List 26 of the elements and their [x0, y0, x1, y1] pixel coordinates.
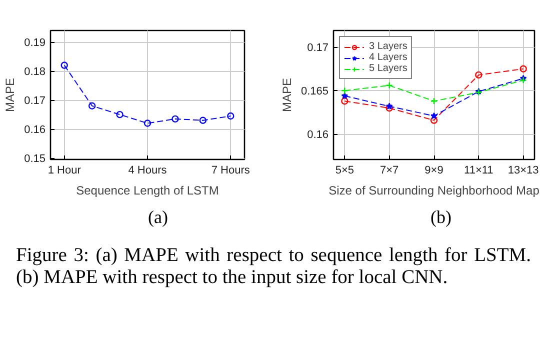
x-tick-label: 11×11: [464, 164, 494, 176]
y-axis-title: MAPE: [3, 78, 18, 112]
x-tick-label: 7×7: [380, 164, 399, 176]
x-tick-label: 13×13: [508, 164, 539, 176]
legend-label: 4 Layers: [369, 52, 408, 63]
x-tick-label: 1 Hour: [48, 164, 82, 176]
y-tick-label: 0.18: [24, 66, 46, 78]
y-tick-label: 0.165: [300, 86, 329, 98]
x-tick-label: 4 Hours: [128, 164, 168, 176]
y-tick-label: 0.15: [24, 153, 46, 166]
text: (b): [430, 206, 452, 229]
text: (a): [148, 206, 168, 229]
y-tick-label: 0.16: [307, 129, 329, 142]
y-tick-label: 0.19: [24, 37, 46, 50]
x-tick-label: 7 Hours: [211, 164, 250, 176]
y-tick-label: 0.17: [24, 95, 46, 108]
x-axis-title: Sequence Length of LSTM: [76, 184, 219, 198]
legend-label: 3 Layers: [369, 41, 408, 52]
legend-label: 5 Layers: [369, 63, 408, 74]
x-tick-label: 9×9: [424, 164, 444, 176]
y-tick-label: 0.16: [24, 124, 46, 136]
x-axis-title: Size of Surrounding Neighborhood Map: [328, 184, 540, 198]
y-axis-title: MAPE: [280, 78, 294, 112]
x-tick-label: 5×5: [335, 164, 354, 176]
caption: Figure 3: (a) MAPE with respect to sequence length for LSTM. (b) MAPE with respect to the input size for local CNN.: [16, 245, 531, 290]
y-tick-label: 0.17: [307, 42, 329, 54]
